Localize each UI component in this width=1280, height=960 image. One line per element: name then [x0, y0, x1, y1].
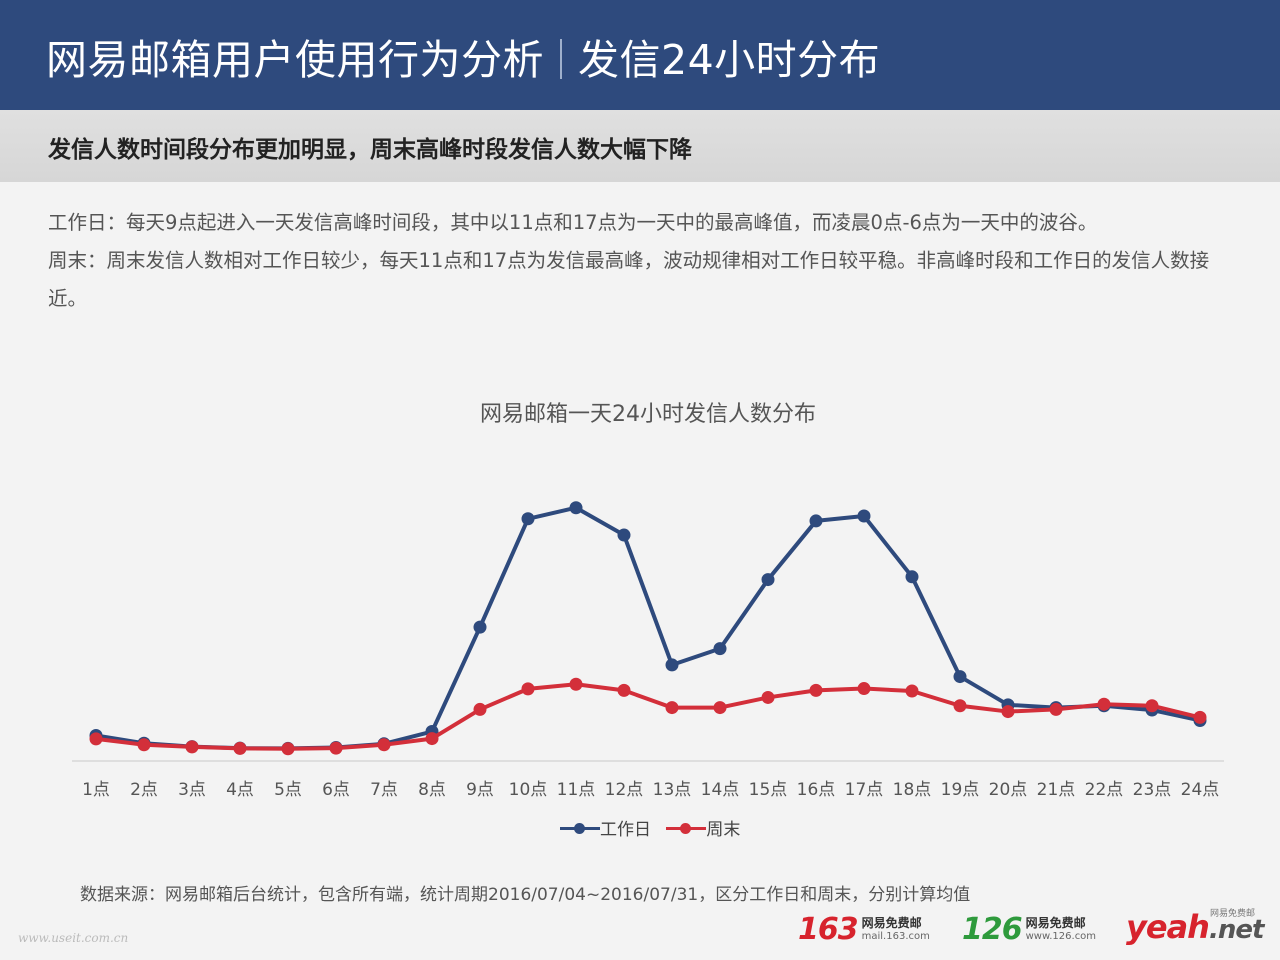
x-tick-label: 20点	[989, 780, 1028, 800]
series-line-1	[95, 682, 1201, 751]
logo-163-name: 网易免费邮	[861, 915, 922, 930]
data-point-series-1	[953, 699, 967, 713]
data-point-series-1	[329, 741, 343, 755]
data-point-series-1	[473, 702, 487, 716]
data-point-series-0	[521, 512, 535, 526]
page-title: 网易邮箱用户使用行为分析 发信24小时分布	[46, 26, 880, 87]
x-tick-label: 15点	[749, 780, 788, 800]
data-point-series-1	[1097, 697, 1111, 711]
data-point-series-1	[905, 684, 919, 698]
x-tick-label: 18点	[893, 780, 932, 800]
title-separator	[560, 39, 562, 79]
legend-item-weekend: 周末	[666, 815, 740, 840]
x-tick-label: 6点	[322, 780, 350, 800]
logo-yeah: 网易免费邮 yeah.net	[1126, 906, 1264, 946]
x-tick-label: 19点	[941, 780, 980, 800]
logo-126-name: 网易免费邮	[1025, 915, 1086, 930]
x-tick-label: 5点	[274, 780, 302, 800]
data-point-series-1	[233, 741, 247, 755]
x-tick-label: 4点	[226, 780, 254, 800]
data-point-series-1	[665, 701, 679, 715]
logo-yeah-net: .net	[1208, 915, 1264, 945]
x-tick-label: 14点	[701, 780, 740, 800]
x-tick-label: 7点	[370, 780, 398, 800]
data-point-series-1	[1145, 699, 1159, 713]
logo-163-url: mail.163.com	[861, 930, 930, 942]
data-point-series-0	[569, 501, 583, 515]
x-tick-label: 16点	[797, 780, 836, 800]
chart-title: 网易邮箱一天24小时发信人数分布	[480, 402, 816, 427]
logo-163-number: 163	[798, 912, 859, 947]
logo-163: 163 网易免费邮 mail.163.com	[798, 912, 930, 947]
x-tick-label: 11点	[557, 780, 596, 800]
x-tick-label: 2点	[130, 780, 158, 800]
data-point-series-1	[377, 738, 391, 752]
page-title-sub: 发信24小时分布	[578, 36, 881, 84]
page-title-main: 网易邮箱用户使用行为分析	[46, 36, 544, 84]
legend-label-weekday: 工作日	[600, 820, 651, 840]
data-point-series-1	[425, 732, 439, 746]
x-tick-label: 10点	[509, 780, 548, 800]
subheader-text: 发信人数时间段分布更加明显，周末高峰时段发信人数大幅下降	[48, 137, 692, 163]
line-chart: 1点 2点 3点 4点 5点 6点 7点 8点 9点 10点 11点 12点 13点 14点 15点 16点 1…	[72, 501, 1224, 800]
data-point-series-1	[185, 740, 199, 754]
x-tick-label: 3点	[178, 780, 206, 800]
data-source-note: 数据来源：网易邮箱后台统计，包含所有端，统计周期2016/07/04~2016/…	[80, 885, 971, 905]
data-point-series-0	[473, 620, 487, 634]
data-point-series-1	[89, 732, 103, 746]
data-point-series-0	[953, 670, 967, 684]
data-point-series-0	[761, 573, 775, 587]
logo-yeah-tag: 网易免费邮	[1210, 909, 1256, 919]
data-point-series-1	[1001, 705, 1015, 719]
data-point-series-1	[809, 683, 823, 697]
description-weekday: 工作日：每天9点起进入一天发信高峰时间段，其中以11点和17点为一天中的最高峰值…	[48, 211, 1098, 234]
logo-126: 126 网易免费邮 www.126.com	[962, 912, 1096, 947]
legend-label-weekend: 周末	[706, 820, 741, 840]
logo-yeah-main: yeah	[1126, 908, 1210, 946]
x-tick-label: 21点	[1037, 780, 1076, 800]
data-point-series-0	[905, 570, 919, 584]
data-point-series-0	[617, 528, 631, 542]
x-tick-label: 23点	[1133, 780, 1172, 800]
data-point-series-1	[1049, 702, 1063, 716]
x-tick-label: 17点	[845, 780, 884, 800]
legend-swatch-weekday	[560, 821, 600, 835]
data-point-series-1	[857, 682, 871, 696]
data-point-series-1	[137, 738, 151, 752]
description: 工作日：每天9点起进入一天发信高峰时间段，其中以11点和17点为一天中的最高峰值…	[48, 204, 1228, 318]
data-point-series-1	[521, 682, 535, 696]
header-bar: 网易邮箱用户使用行为分析 发信24小时分布	[0, 0, 1280, 110]
logo-126-url: www.126.com	[1025, 930, 1097, 942]
data-point-series-1	[617, 683, 631, 697]
x-tick-label: 22点	[1085, 780, 1124, 800]
data-point-series-1	[761, 690, 775, 704]
data-point-series-1	[1193, 710, 1207, 724]
data-point-series-1	[281, 742, 295, 756]
data-point-series-0	[713, 642, 727, 656]
watermark: www.useit.com.cn	[18, 931, 129, 945]
x-tick-label: 24点	[1181, 780, 1220, 800]
chart-legend: 工作日 周末	[560, 815, 750, 840]
x-tick-label: 8点	[418, 780, 446, 800]
logo-126-number: 126	[962, 912, 1023, 947]
legend-swatch-weekend	[666, 821, 707, 835]
x-tick-label: 9点	[466, 780, 494, 800]
legend-item-weekday: 工作日	[560, 815, 651, 840]
data-point-series-0	[857, 509, 871, 523]
x-tick-label: 12点	[605, 780, 644, 800]
data-point-series-0	[809, 514, 823, 528]
data-point-series-0	[665, 658, 679, 672]
data-point-series-1	[713, 701, 727, 715]
data-point-series-1	[569, 677, 583, 691]
subheader-bar: 发信人数时间段分布更加明显，周末高峰时段发信人数大幅下降	[0, 110, 1280, 182]
x-tick-label: 13点	[653, 780, 692, 800]
x-tick-label: 1点	[82, 780, 110, 800]
description-weekend: 周末：周末发信人数相对工作日较少，每天11点和17点为发信最高峰，波动规律相对工…	[48, 249, 1210, 310]
